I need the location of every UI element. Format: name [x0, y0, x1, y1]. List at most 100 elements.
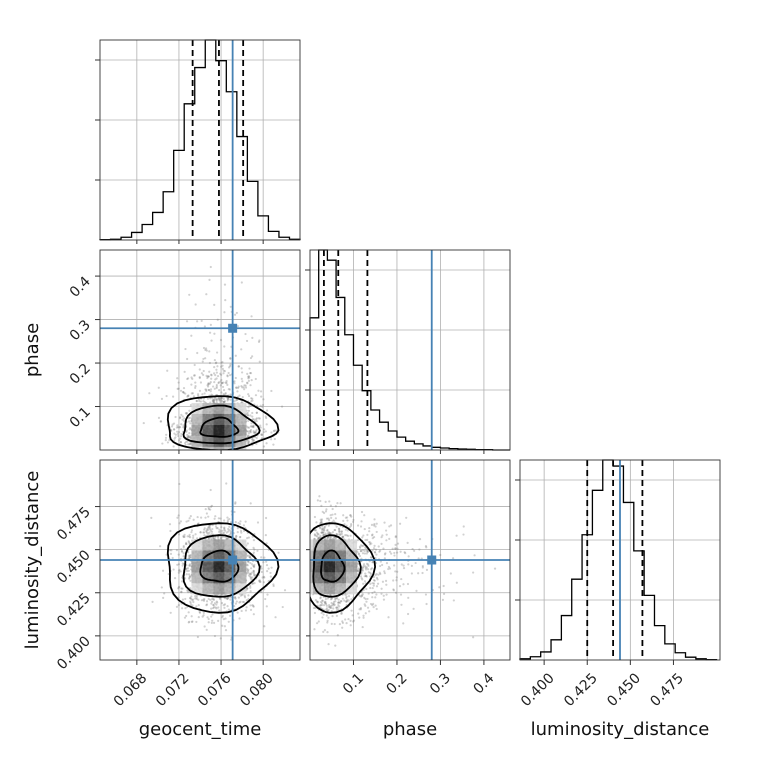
sample-point: [212, 400, 216, 403]
density-cell: [346, 561, 358, 573]
sample-point: [257, 340, 261, 343]
sample-point: [335, 533, 338, 536]
sample-point: [213, 381, 216, 384]
sample-point: [192, 518, 195, 521]
sample-point: [395, 551, 399, 554]
sample-point: [375, 585, 379, 588]
sample-point: [204, 347, 208, 350]
sample-point: [344, 528, 347, 531]
sample-point: [364, 572, 367, 575]
sample-point: [227, 371, 230, 375]
sample-point: [211, 527, 214, 531]
sample-point: [357, 567, 360, 570]
sample-point: [186, 435, 189, 438]
sample-point: [205, 512, 208, 515]
sample-point: [273, 437, 276, 441]
sample-point: [333, 622, 336, 626]
sample-point: [217, 535, 220, 539]
sample-point: [184, 392, 187, 395]
sample-point: [316, 532, 319, 536]
sample-point: [360, 595, 363, 598]
sample-point: [246, 554, 249, 557]
sample-point: [321, 529, 324, 532]
sample-point: [452, 599, 455, 602]
sample-point: [344, 516, 347, 519]
sample-point: [407, 555, 410, 558]
sample-point: [442, 592, 446, 595]
density-cell: [235, 413, 247, 425]
sample-point: [249, 371, 253, 375]
sample-point: [188, 577, 191, 580]
sample-point: [240, 348, 243, 351]
sample-point: [220, 397, 223, 400]
sample-point: [175, 426, 178, 429]
sample-point: [207, 515, 210, 518]
sample-point: [162, 596, 165, 599]
sample-point: [326, 609, 329, 612]
sample-point: [330, 532, 333, 535]
sample-point: [379, 560, 382, 563]
panel-frame: [309, 249, 511, 451]
density-cell: [335, 583, 347, 595]
sample-point: [264, 597, 267, 601]
sample-point: [319, 596, 322, 599]
sample-point: [166, 441, 170, 444]
sample-point: [205, 530, 208, 533]
sample-point: [332, 602, 335, 605]
sample-point: [373, 518, 376, 521]
sample-point: [326, 536, 330, 540]
sample-point: [425, 602, 428, 606]
sample-point: [363, 603, 366, 606]
panel-frame: [309, 459, 511, 661]
sample-point: [182, 391, 185, 394]
sample-point: [340, 530, 344, 533]
sample-point: [246, 587, 249, 590]
sample-point: [251, 336, 254, 339]
sample-point: [201, 615, 204, 618]
density-cell: [346, 572, 358, 584]
sample-point: [178, 426, 181, 429]
sample-point: [342, 514, 345, 517]
sample-point: [251, 535, 254, 538]
sample-point: [328, 500, 331, 503]
sample-point: [214, 515, 217, 518]
sample-point: [455, 581, 458, 584]
sample-point: [370, 556, 373, 559]
sample-point: [376, 582, 380, 585]
sample-point: [350, 515, 353, 518]
sample-point: [183, 370, 186, 373]
sample-point: [326, 619, 329, 622]
sample-point: [216, 365, 219, 368]
sample-point: [363, 514, 366, 517]
sample-point: [186, 377, 189, 381]
sample-point: [197, 604, 200, 607]
sample-point: [383, 572, 386, 575]
sample-point: [174, 436, 177, 439]
sample-point: [254, 377, 257, 381]
sample-point: [321, 527, 324, 530]
sample-point: [319, 604, 322, 607]
sample-point: [316, 601, 319, 604]
sample-point: [189, 536, 192, 539]
sample-point: [202, 611, 205, 614]
sample-point: [246, 569, 249, 572]
sample-point: [194, 303, 197, 306]
sample-point: [375, 593, 378, 596]
sample-point: [324, 600, 327, 604]
sample-point: [200, 372, 203, 375]
sample-point: [343, 599, 346, 602]
sample-point: [186, 357, 189, 361]
sample-point: [253, 548, 256, 551]
sample-point: [246, 537, 249, 540]
sample-point: [196, 320, 199, 323]
sample-point: [187, 394, 190, 397]
sample-point: [402, 583, 405, 586]
sample-point: [176, 426, 180, 429]
sample-point: [366, 549, 369, 552]
sample-point: [250, 425, 253, 428]
sample-point: [240, 384, 243, 388]
sample-point: [374, 596, 377, 599]
sample-point: [266, 593, 269, 596]
sample-point: [159, 420, 163, 423]
sample-point: [228, 374, 232, 377]
